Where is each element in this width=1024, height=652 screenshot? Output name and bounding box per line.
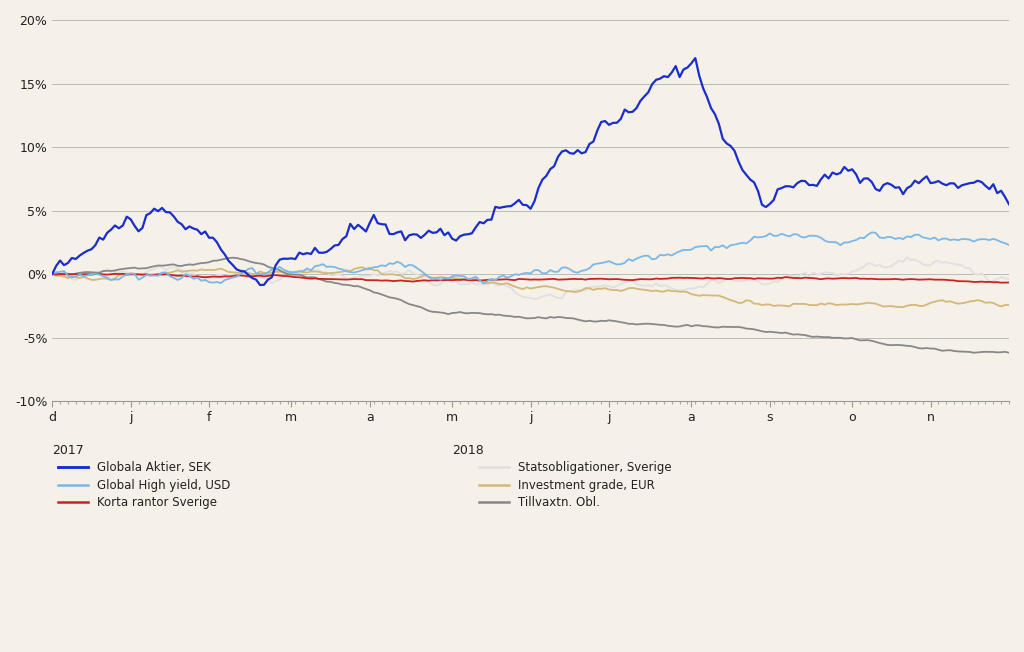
Text: 2018: 2018	[453, 444, 484, 457]
Text: 2017: 2017	[52, 444, 84, 457]
Legend: Statsobligationer, Sverige, Investment grade, EUR, Tillvaxtn. Obl.: Statsobligationer, Sverige, Investment g…	[479, 461, 672, 509]
